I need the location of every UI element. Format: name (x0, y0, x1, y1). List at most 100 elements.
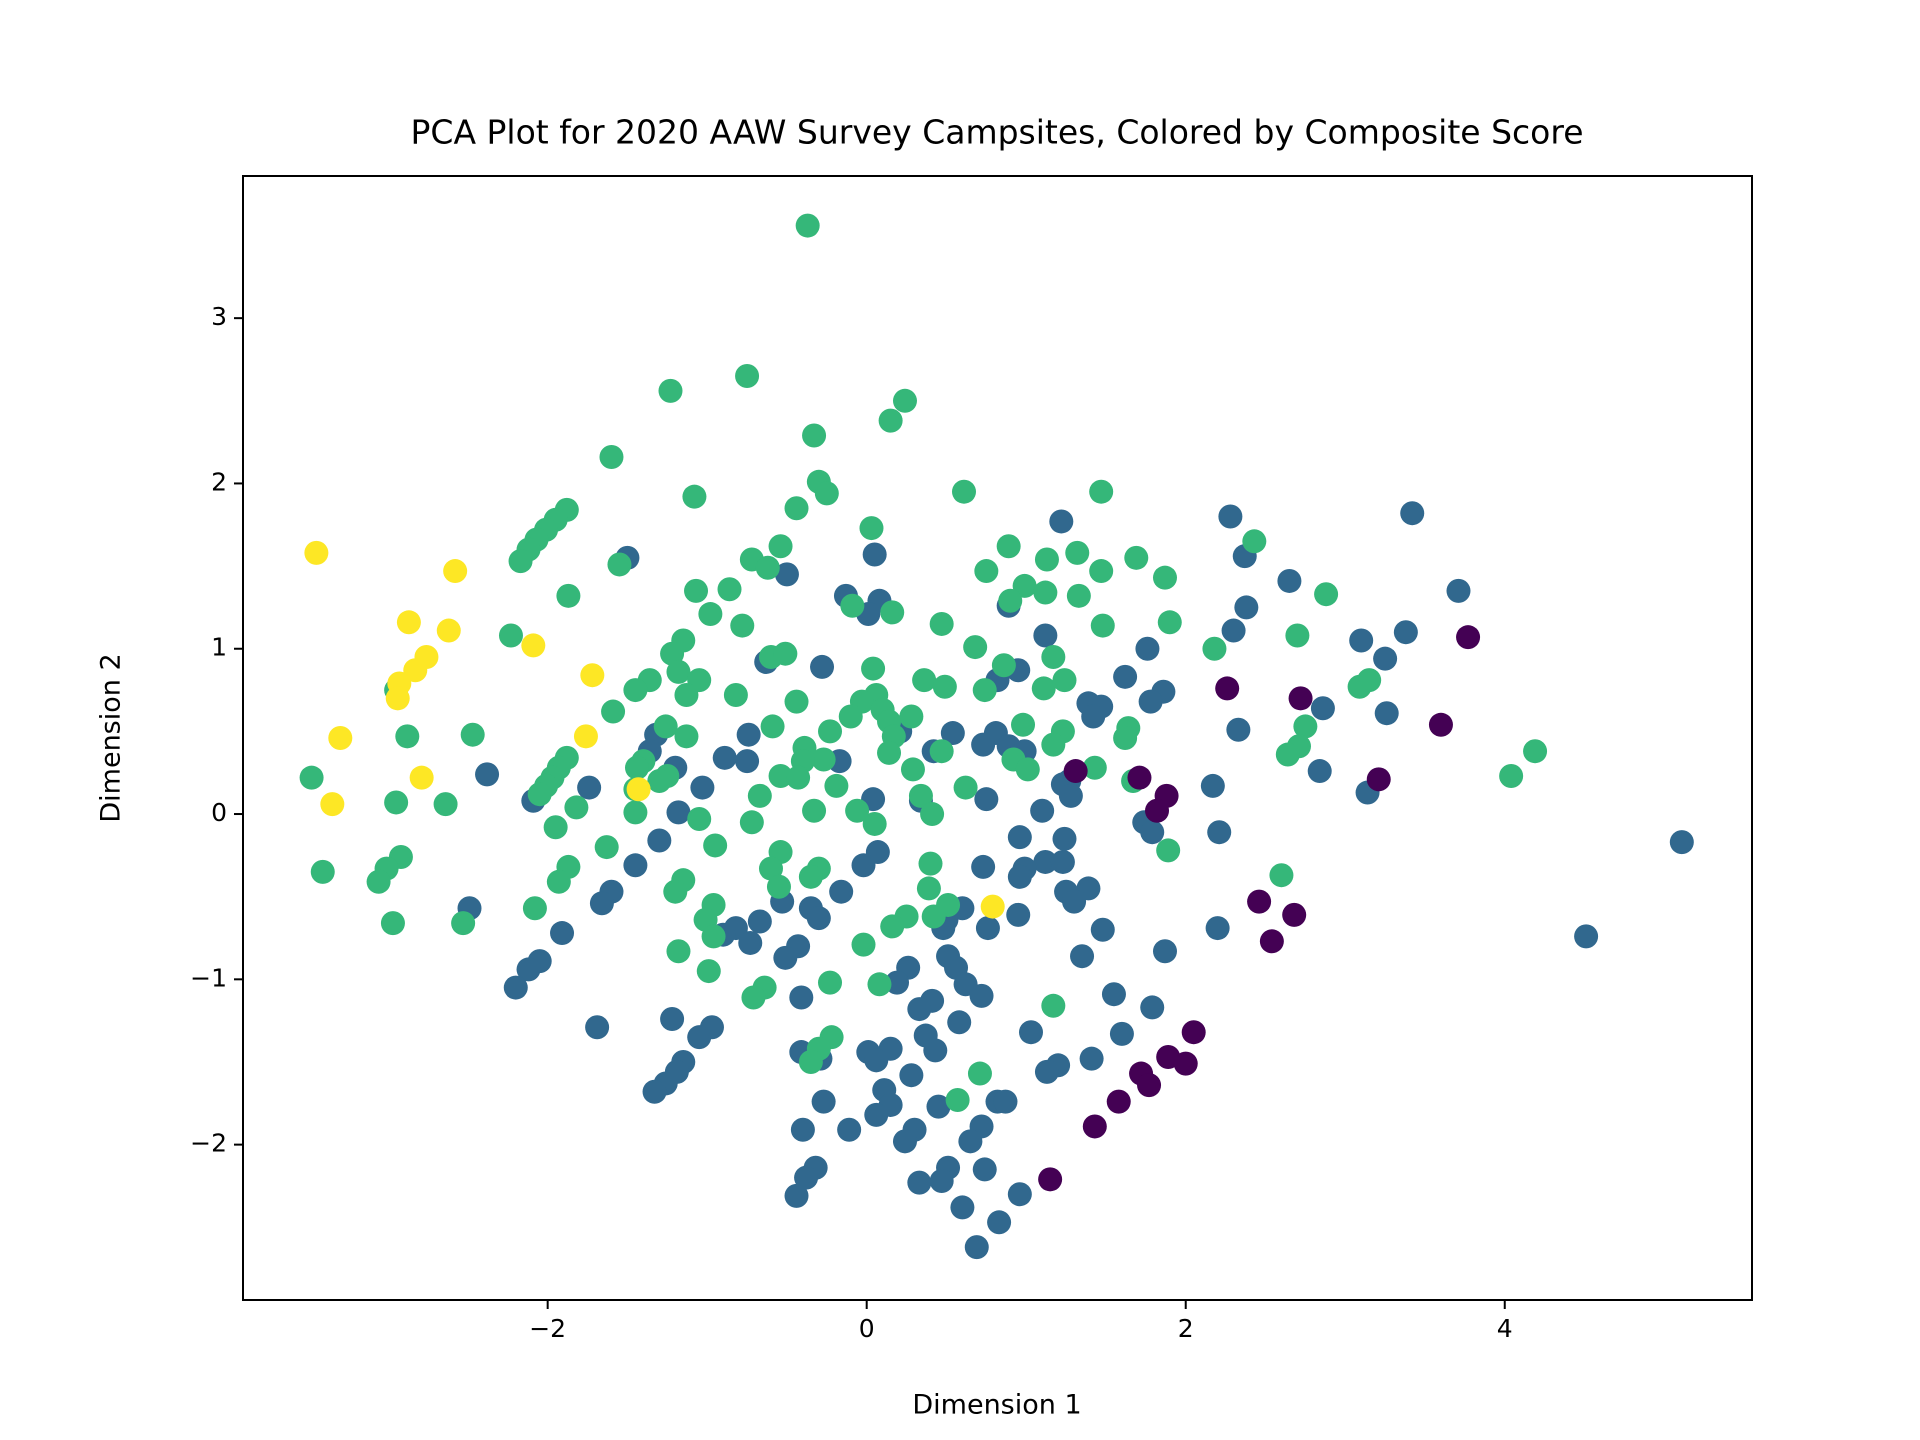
point (1393, 620, 1418, 645)
point (916, 876, 941, 901)
point (1269, 863, 1294, 888)
point (1007, 1182, 1032, 1207)
point (1063, 759, 1088, 784)
point (760, 714, 785, 739)
point (1079, 1046, 1104, 1071)
point (818, 719, 843, 744)
point (1034, 547, 1059, 572)
point (546, 869, 571, 894)
point (1234, 595, 1259, 620)
point (717, 577, 742, 602)
point (522, 896, 547, 921)
point (1226, 717, 1251, 742)
point (880, 914, 905, 939)
point (647, 828, 672, 853)
point (789, 985, 814, 1010)
point (1446, 578, 1471, 603)
point (653, 714, 678, 739)
point (623, 853, 648, 878)
point (892, 388, 917, 413)
point (594, 835, 619, 860)
point (1499, 764, 1524, 789)
point (684, 578, 709, 603)
point (666, 939, 691, 964)
point (451, 911, 476, 936)
point (626, 777, 651, 802)
point (508, 549, 533, 574)
point (503, 975, 528, 1000)
point (950, 1195, 975, 1220)
point (1140, 995, 1165, 1020)
point (885, 970, 910, 995)
point (971, 854, 996, 879)
point (1218, 504, 1243, 529)
point (1113, 664, 1138, 689)
point (1127, 765, 1152, 790)
point (385, 686, 410, 711)
point (585, 1015, 610, 1040)
point (818, 970, 843, 995)
point (516, 957, 541, 982)
point (1081, 704, 1106, 729)
point (730, 613, 755, 638)
point (851, 853, 876, 878)
point (703, 833, 728, 858)
point (1089, 559, 1114, 584)
point (993, 1089, 1018, 1114)
point (723, 683, 748, 708)
point (867, 972, 892, 997)
y-tick-label: 0 (211, 798, 227, 827)
point (998, 588, 1023, 613)
point (1109, 1021, 1134, 1046)
x-tick-label: 4 (1497, 1314, 1513, 1343)
point (623, 800, 648, 825)
point (829, 879, 854, 904)
point (880, 600, 905, 625)
point (666, 659, 691, 684)
point (409, 765, 434, 790)
point (1275, 742, 1300, 767)
point (642, 1079, 667, 1104)
point (811, 1089, 836, 1114)
point (926, 1094, 951, 1119)
point (845, 798, 870, 823)
point (907, 997, 932, 1022)
point (1310, 696, 1335, 721)
point (1049, 509, 1074, 534)
point (1113, 726, 1138, 750)
point (964, 1235, 989, 1260)
point (862, 811, 887, 836)
y-tick-label: −2 (190, 1129, 227, 1158)
point (838, 704, 863, 729)
point (589, 891, 614, 916)
point (1038, 1167, 1063, 1192)
point (899, 1063, 924, 1088)
point (1082, 755, 1107, 780)
point (1157, 610, 1182, 635)
y-tick-label: 1 (211, 633, 227, 662)
point (1082, 1114, 1107, 1139)
point (974, 787, 999, 812)
point (929, 1168, 954, 1193)
point (1349, 628, 1374, 653)
point (810, 654, 835, 679)
point (766, 874, 791, 899)
point (795, 213, 820, 238)
point (1106, 1089, 1131, 1114)
point (967, 1061, 992, 1086)
point (980, 894, 1005, 919)
point (1007, 825, 1032, 850)
point (1347, 674, 1372, 699)
point (747, 783, 772, 808)
point (1259, 929, 1284, 954)
point (1152, 565, 1177, 590)
point (1202, 636, 1227, 661)
point (974, 559, 999, 584)
point (963, 635, 988, 660)
point (1173, 1051, 1198, 1076)
point (1181, 1020, 1206, 1045)
point (690, 775, 715, 800)
point (1137, 1073, 1162, 1098)
